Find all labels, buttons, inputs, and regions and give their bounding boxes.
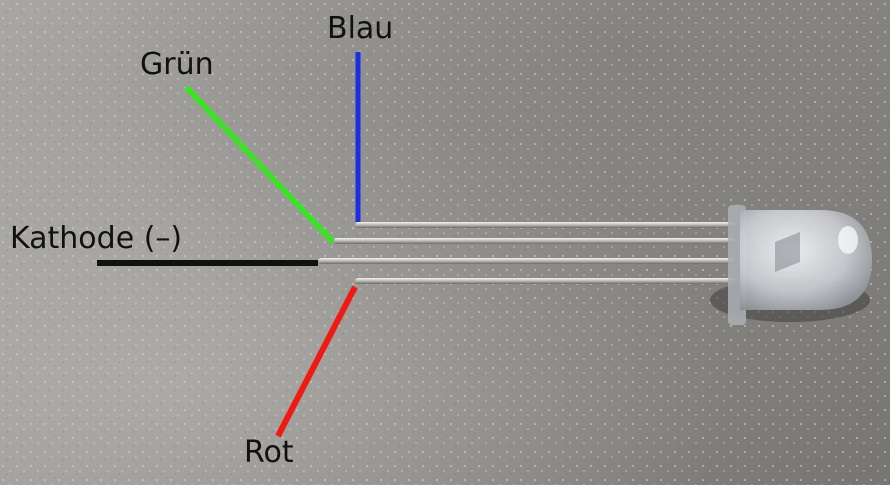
green-pin-label: Grün xyxy=(140,47,214,82)
callout-lines xyxy=(97,52,361,438)
led-legs xyxy=(318,222,735,284)
led-dome xyxy=(740,210,872,310)
green-callout-line xyxy=(183,84,336,245)
red-pin-label: Rot xyxy=(244,435,294,470)
leg-green xyxy=(333,238,735,244)
leg-cathode xyxy=(318,258,735,264)
leg-red xyxy=(355,278,735,284)
leg-blue xyxy=(355,222,735,228)
red-callout-line xyxy=(275,285,358,438)
led-body xyxy=(728,205,872,325)
blue-pin-label: Blau xyxy=(327,11,394,46)
led-die xyxy=(775,232,800,272)
cathode-pin-label: Kathode (–) xyxy=(10,221,183,256)
led-highlight xyxy=(838,226,858,254)
